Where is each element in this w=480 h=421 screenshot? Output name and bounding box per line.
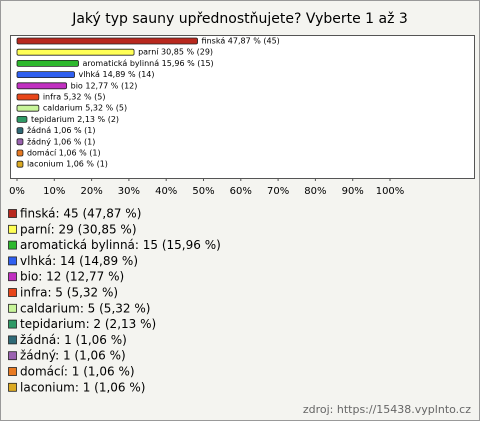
bar: [16, 82, 68, 90]
bar-label: tepidarium 2,13 % (2): [31, 115, 119, 124]
legend-label: tepidarium: 2 (2,13 %): [20, 317, 156, 331]
legend-label: laconium: 1 (1,06 %): [20, 380, 145, 394]
x-tick-label: 100%: [376, 186, 405, 197]
chart-title: Jaký typ sauny upřednostňujete? Vyberte …: [71, 11, 408, 27]
bar-label: laconium 1,06 % (1): [27, 160, 108, 169]
bar-label: parní 30,85 % (29): [138, 48, 213, 57]
x-tick-label: 0%: [9, 186, 25, 197]
bar-label: bio 12,77 % (12): [71, 81, 138, 90]
x-tick-label: 40%: [155, 186, 177, 197]
x-tick-label: 80%: [304, 186, 326, 197]
legend-label: finská: 45 (47,87 %): [20, 207, 141, 221]
bar: [16, 127, 24, 134]
legend-swatch: [8, 351, 17, 361]
legend-swatch: [8, 319, 17, 329]
bar-label: žádná 1,06 % (1): [27, 126, 96, 135]
x-tick-label: 10%: [43, 186, 65, 197]
legend-swatch: [8, 256, 17, 266]
legend-swatch: [8, 303, 17, 313]
legend-swatch: [8, 224, 17, 234]
bar: [16, 60, 79, 67]
legend-label: žádná: 1 (1,06 %): [20, 333, 127, 347]
bar: [16, 37, 198, 45]
bar-label: caldarium 5,32 % (5): [43, 104, 127, 113]
legend-swatch: [8, 288, 17, 297]
x-tick-label: 90%: [342, 186, 364, 197]
legend-swatch: [8, 272, 17, 282]
legend-swatch: [8, 240, 17, 250]
bar: [16, 138, 24, 146]
legend-label: infra: 5 (5,32 %): [20, 286, 118, 300]
legend-label: vlhká: 14 (14,89 %): [20, 254, 138, 268]
bar: [16, 104, 40, 112]
x-tick-label: 30%: [118, 186, 140, 197]
bar-label: infra 5,32 % (5): [43, 93, 106, 102]
bar: [16, 93, 40, 101]
bar: [16, 160, 24, 168]
source: zdroj: https://15438.vyplnto.cz: [303, 403, 471, 416]
x-tick-label: 60%: [230, 186, 252, 197]
legend-label: parní: 29 (30,85 %): [20, 222, 137, 236]
x-tick-label: 50%: [192, 186, 214, 197]
bar: [16, 149, 24, 157]
bar-label: finská 47,87 % (45): [202, 37, 280, 46]
x-tick-label: 70%: [267, 186, 289, 197]
bar-label: aromatická bylinná 15,96 % (15): [83, 59, 214, 68]
legend-label: žádný: 1 (1,06 %): [20, 349, 126, 363]
legend-swatch: [8, 367, 17, 376]
x-tick-label: 20%: [80, 186, 102, 197]
bar-label: vlhká 14,89 % (14): [79, 70, 155, 79]
bar: [16, 71, 75, 78]
legend-label: aromatická bylinná: 15 (15,96 %): [20, 238, 221, 252]
legend-swatch: [8, 382, 17, 392]
legend-label: domácí: 1 (1,06 %): [20, 365, 135, 379]
plot-area: [10, 35, 475, 179]
legend-swatch: [8, 209, 17, 218]
legend-label: caldarium: 5 (5,32 %): [20, 301, 150, 315]
legend-label: bio: 12 (12,77 %): [20, 270, 124, 284]
bar: [16, 116, 28, 123]
bar: [16, 48, 135, 56]
bar-label: žádný 1,06 % (1): [27, 137, 95, 146]
bar-label: domácí 1,06 % (1): [27, 149, 101, 158]
legend-swatch: [8, 335, 17, 345]
